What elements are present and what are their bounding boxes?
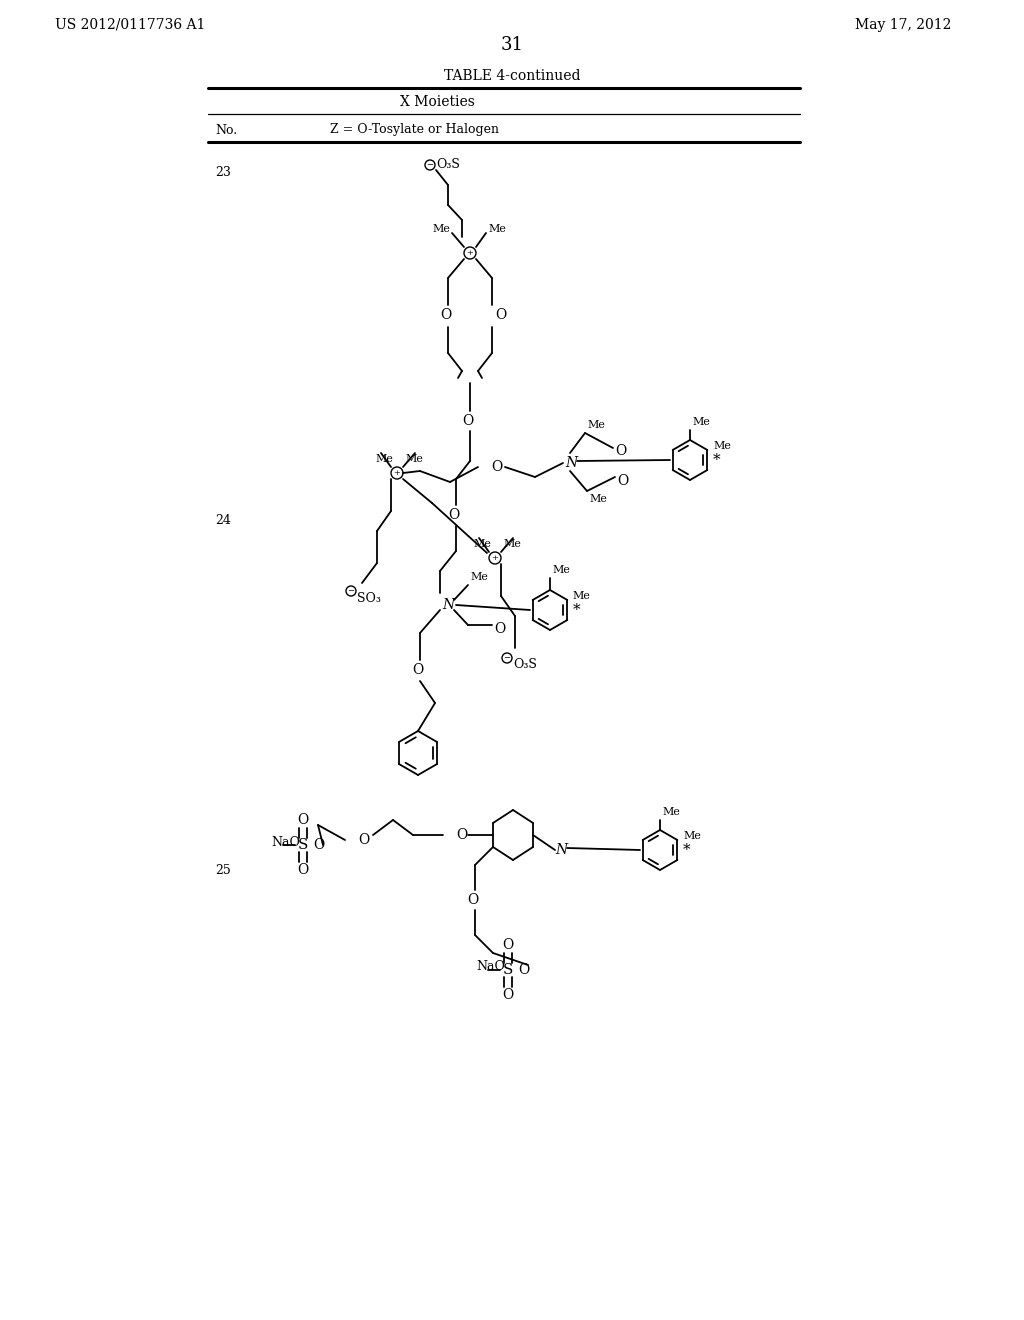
Text: O: O [440,308,452,322]
Text: Me: Me [375,454,393,465]
Text: O: O [412,663,423,677]
Text: Me: Me [662,807,680,817]
Text: O: O [449,508,459,521]
Text: NaO: NaO [271,836,300,849]
Text: US 2012/0117736 A1: US 2012/0117736 A1 [55,18,206,32]
Text: Me: Me [572,591,590,601]
Text: Me: Me [589,494,607,504]
Text: O₃S: O₃S [513,659,537,672]
Text: +: + [467,249,473,257]
Text: N: N [555,843,567,857]
Text: N: N [442,598,454,612]
Text: O: O [297,813,308,828]
Text: O: O [503,987,514,1002]
Text: −: − [504,653,511,663]
Text: Me: Me [473,539,490,549]
Text: 25: 25 [215,863,230,876]
Text: 31: 31 [501,36,523,54]
Text: O: O [494,622,505,636]
Text: Me: Me [713,441,731,451]
Text: Me: Me [488,224,506,234]
Text: S: S [503,964,513,977]
Text: SO₃: SO₃ [357,591,381,605]
Text: TABLE 4-continued: TABLE 4-continued [443,69,581,83]
Text: O: O [462,414,473,428]
Text: Me: Me [406,454,423,465]
Text: S: S [298,838,308,851]
Text: Me: Me [552,565,570,576]
Text: Me: Me [470,572,487,582]
Text: *: * [713,453,721,467]
Text: O: O [615,444,627,458]
Text: O: O [297,863,308,876]
Text: Me: Me [587,420,605,430]
Text: Z = O-Tosylate or Halogen: Z = O-Tosylate or Halogen [330,124,499,136]
Text: Me: Me [683,832,700,841]
Text: Me: Me [692,417,710,426]
Text: O: O [456,828,467,842]
Text: N: N [565,455,578,470]
Text: −: − [347,587,354,595]
Text: +: + [492,554,499,562]
Text: NaO: NaO [476,961,505,974]
Text: O₃S: O₃S [436,158,460,172]
Text: O: O [503,939,514,952]
Text: Me: Me [432,224,450,234]
Text: 24: 24 [215,513,230,527]
Text: May 17, 2012: May 17, 2012 [855,18,951,32]
Text: Me: Me [503,539,521,549]
Text: O: O [490,459,502,474]
Text: +: + [393,469,400,477]
Text: O: O [518,964,529,977]
Text: X Moieties: X Moieties [400,95,475,110]
Text: −: − [427,161,433,169]
Text: O: O [495,308,506,322]
Text: *: * [573,603,581,616]
Text: *: * [683,843,690,857]
Text: O: O [617,474,629,488]
Text: No.: No. [215,124,238,136]
Text: O: O [358,833,370,847]
Text: O: O [313,838,325,851]
Text: 23: 23 [215,165,230,178]
Text: O: O [467,894,478,907]
